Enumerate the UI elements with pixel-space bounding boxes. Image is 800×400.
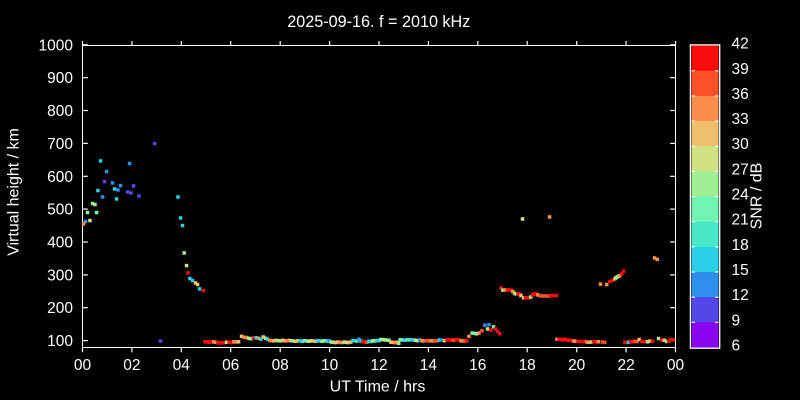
svg-text:18: 18	[732, 237, 749, 254]
svg-text:18: 18	[519, 357, 536, 374]
svg-text:16: 16	[469, 357, 486, 374]
svg-text:24: 24	[732, 187, 750, 204]
svg-text:00: 00	[74, 357, 92, 374]
svg-text:6: 6	[732, 338, 741, 355]
svg-text:33: 33	[732, 111, 749, 128]
svg-text:800: 800	[47, 103, 73, 120]
svg-text:27: 27	[732, 161, 749, 178]
svg-text:30: 30	[732, 136, 750, 153]
svg-text:42: 42	[732, 36, 749, 53]
svg-text:100: 100	[47, 333, 73, 350]
svg-text:200: 200	[47, 300, 73, 317]
svg-text:02: 02	[123, 357, 140, 374]
svg-text:00: 00	[667, 357, 685, 374]
svg-text:500: 500	[47, 202, 73, 219]
svg-text:08: 08	[272, 357, 289, 374]
svg-text:1000: 1000	[39, 37, 74, 54]
svg-text:39: 39	[732, 61, 749, 78]
svg-text:12: 12	[732, 287, 749, 304]
svg-text:20: 20	[568, 357, 586, 374]
svg-text:700: 700	[47, 136, 73, 153]
svg-text:Virtual height / km: Virtual height / km	[6, 128, 23, 256]
svg-text:9: 9	[732, 312, 741, 329]
svg-text:22: 22	[617, 357, 634, 374]
svg-text:UT Time / hrs: UT Time / hrs	[330, 379, 426, 396]
svg-text:36: 36	[732, 86, 749, 103]
svg-text:600: 600	[47, 169, 73, 186]
svg-text:10: 10	[321, 357, 339, 374]
svg-text:12: 12	[370, 357, 387, 374]
svg-text:04: 04	[173, 357, 191, 374]
svg-text:06: 06	[222, 357, 239, 374]
svg-text:2025-09-16. f = 2010 kHz: 2025-09-16. f = 2010 kHz	[287, 13, 470, 31]
svg-text:14: 14	[420, 357, 438, 374]
svg-text:400: 400	[47, 235, 73, 252]
svg-text:15: 15	[732, 262, 749, 279]
svg-text:900: 900	[47, 70, 73, 87]
svg-text:21: 21	[732, 212, 749, 229]
svg-text:300: 300	[47, 267, 73, 284]
svg-text:SNR / dB: SNR / dB	[749, 163, 766, 230]
